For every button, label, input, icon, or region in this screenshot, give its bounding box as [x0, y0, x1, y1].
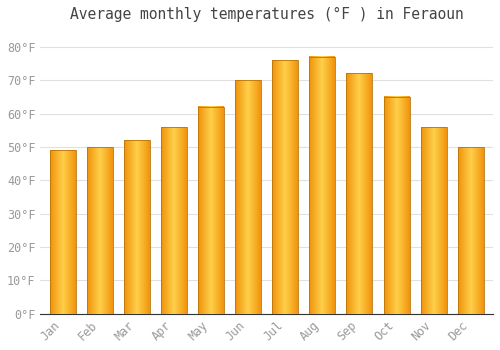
Bar	[86, 147, 113, 314]
Bar	[235, 80, 261, 314]
Bar	[458, 147, 484, 314]
Bar	[384, 97, 409, 314]
Bar	[420, 127, 446, 314]
Title: Average monthly temperatures (°F ) in Feraoun: Average monthly temperatures (°F ) in Fe…	[70, 7, 464, 22]
Bar	[310, 57, 336, 314]
Bar	[272, 60, 298, 314]
Bar	[124, 140, 150, 314]
Bar	[50, 150, 76, 314]
Bar	[161, 127, 187, 314]
Bar	[346, 74, 372, 314]
Bar	[198, 107, 224, 314]
